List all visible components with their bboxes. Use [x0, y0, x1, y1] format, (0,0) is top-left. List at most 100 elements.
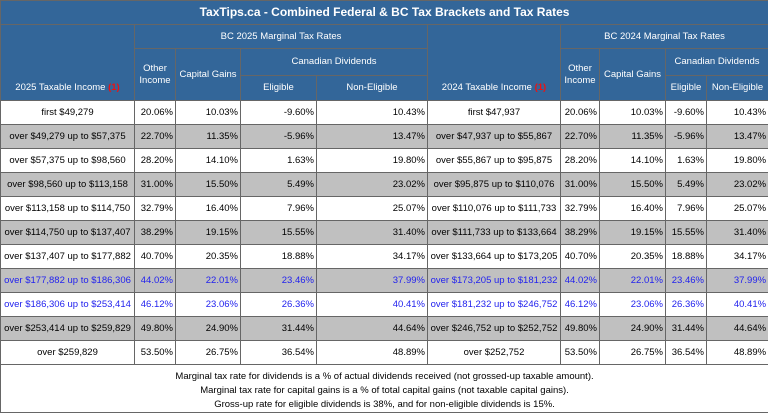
other-income-rate: 28.20%: [135, 149, 176, 173]
non-eligible-dividend-rate: 19.80%: [317, 149, 428, 173]
capital-gains-rate: 19.15%: [176, 221, 241, 245]
note-ref-link[interactable]: (1): [108, 82, 120, 93]
other-income-rate: 22.70%: [135, 125, 176, 149]
non-eligible-dividend-rate: 13.47%: [707, 125, 768, 149]
income-2024: over $95,875 up to $110,076: [428, 173, 561, 197]
other-income-rate: 46.12%: [561, 293, 600, 317]
other-income-rate: 31.00%: [135, 173, 176, 197]
eligible-dividend-rate: 26.36%: [241, 293, 317, 317]
other-income-rate: 44.02%: [561, 269, 600, 293]
eligible-dividend-rate: -5.96%: [241, 125, 317, 149]
capital-gains-rate: 20.35%: [176, 245, 241, 269]
eligible-dividend-rate: 1.63%: [241, 149, 317, 173]
other-income-rate: 31.00%: [561, 173, 600, 197]
non-eligible-dividend-rate: 37.99%: [707, 269, 768, 293]
capital-gains-rate: 20.35%: [600, 245, 666, 269]
non-eligible-dividend-rate: 31.40%: [707, 221, 768, 245]
other-income-rate: 38.29%: [135, 221, 176, 245]
other-income-rate: 38.29%: [561, 221, 600, 245]
other-income-rate: 32.79%: [135, 197, 176, 221]
eligible-dividend-rate: 15.55%: [241, 221, 317, 245]
dividends-header: Canadian Dividends: [666, 49, 768, 76]
capital-gains-rate: 19.15%: [600, 221, 666, 245]
income-2025: over $177,882 up to $186,306: [1, 269, 135, 293]
income-2025: over $259,829: [1, 341, 135, 365]
note-capital-gains: Marginal tax rate for capital gains is a…: [3, 384, 766, 398]
capital-gains-header: Capital Gains: [176, 49, 241, 101]
eligible-dividend-rate: 15.55%: [666, 221, 707, 245]
capital-gains-rate: 14.10%: [176, 149, 241, 173]
capital-gains-rate: 16.40%: [600, 197, 666, 221]
non-eligible-dividend-rate: 34.17%: [317, 245, 428, 269]
capital-gains-rate: 26.75%: [176, 341, 241, 365]
capital-gains-rate: 15.50%: [176, 173, 241, 197]
capital-gains-rate: 26.75%: [600, 341, 666, 365]
income-2025: over $98,560 up to $113,158: [1, 173, 135, 197]
capital-gains-header: Capital Gains: [600, 49, 666, 101]
non-eligible-dividend-rate: 44.64%: [707, 317, 768, 341]
eligible-dividend-rate: 31.44%: [241, 317, 317, 341]
other-income-rate: 40.70%: [561, 245, 600, 269]
eligible-dividend-rate: 1.63%: [666, 149, 707, 173]
other-income-rate: 32.79%: [561, 197, 600, 221]
non-eligible-dividend-rate: 10.43%: [707, 101, 768, 125]
notes: Marginal tax rate for dividends is a % o…: [1, 365, 768, 413]
income-2024: over $133,664 up to $173,205: [428, 245, 561, 269]
group-header-2024: BC 2024 Marginal Tax Rates: [561, 25, 768, 49]
other-income-rate: 28.20%: [561, 149, 600, 173]
other-income-header: Other Income: [135, 49, 176, 101]
capital-gains-rate: 22.01%: [176, 269, 241, 293]
non-eligible-dividend-rate: 25.07%: [317, 197, 428, 221]
non-eligible-dividend-rate: 23.02%: [317, 173, 428, 197]
eligible-dividend-rate: 7.96%: [666, 197, 707, 221]
income-2025: over $113,158 up to $114,750: [1, 197, 135, 221]
other-income-rate: 44.02%: [135, 269, 176, 293]
income-2024: over $110,076 up to $111,733: [428, 197, 561, 221]
eligible-dividend-rate: 26.36%: [666, 293, 707, 317]
non-eligible-dividend-rate: 48.89%: [317, 341, 428, 365]
eligible-dividend-rate: 7.96%: [241, 197, 317, 221]
income-2024: over $111,733 up to $133,664: [428, 221, 561, 245]
income-2025: over $49,279 up to $57,375: [1, 125, 135, 149]
non-eligible-dividend-rate: 40.41%: [317, 293, 428, 317]
capital-gains-rate: 24.90%: [176, 317, 241, 341]
income-2024: over $55,867 up to $95,875: [428, 149, 561, 173]
capital-gains-rate: 14.10%: [600, 149, 666, 173]
non-eligible-dividend-rate: 13.47%: [317, 125, 428, 149]
capital-gains-rate: 24.90%: [600, 317, 666, 341]
eligible-dividend-rate: 36.54%: [241, 341, 317, 365]
non-eligible-dividend-rate: 10.43%: [317, 101, 428, 125]
capital-gains-rate: 11.35%: [600, 125, 666, 149]
eligible-dividend-rate: -9.60%: [241, 101, 317, 125]
income-2025: over $186,306 up to $253,414: [1, 293, 135, 317]
other-income-rate: 20.06%: [135, 101, 176, 125]
income-header-2025: 2025 Taxable Income (1): [1, 25, 135, 101]
eligible-dividend-rate: 36.54%: [666, 341, 707, 365]
capital-gains-rate: 11.35%: [176, 125, 241, 149]
non-eligible-dividend-rate: 40.41%: [707, 293, 768, 317]
capital-gains-rate: 10.03%: [600, 101, 666, 125]
non-eligible-dividend-rate: 19.80%: [707, 149, 768, 173]
income-2025: over $137,407 up to $177,882: [1, 245, 135, 269]
capital-gains-rate: 23.06%: [176, 293, 241, 317]
eligible-dividend-rate: 18.88%: [666, 245, 707, 269]
non-eligible-dividend-rate: 23.02%: [707, 173, 768, 197]
income-2024: over $181,232 up to $246,752: [428, 293, 561, 317]
income-2024: over $252,752: [428, 341, 561, 365]
other-income-rate: 40.70%: [135, 245, 176, 269]
eligible-header: Eligible: [241, 76, 317, 101]
eligible-dividend-rate: -5.96%: [666, 125, 707, 149]
income-2024: over $47,937 up to $55,867: [428, 125, 561, 149]
income-2024: over $173,205 up to $181,232: [428, 269, 561, 293]
note-ref-link[interactable]: (1): [535, 82, 547, 93]
non-eligible-dividend-rate: 25.07%: [707, 197, 768, 221]
income-2024: over $246,752 up to $252,752: [428, 317, 561, 341]
